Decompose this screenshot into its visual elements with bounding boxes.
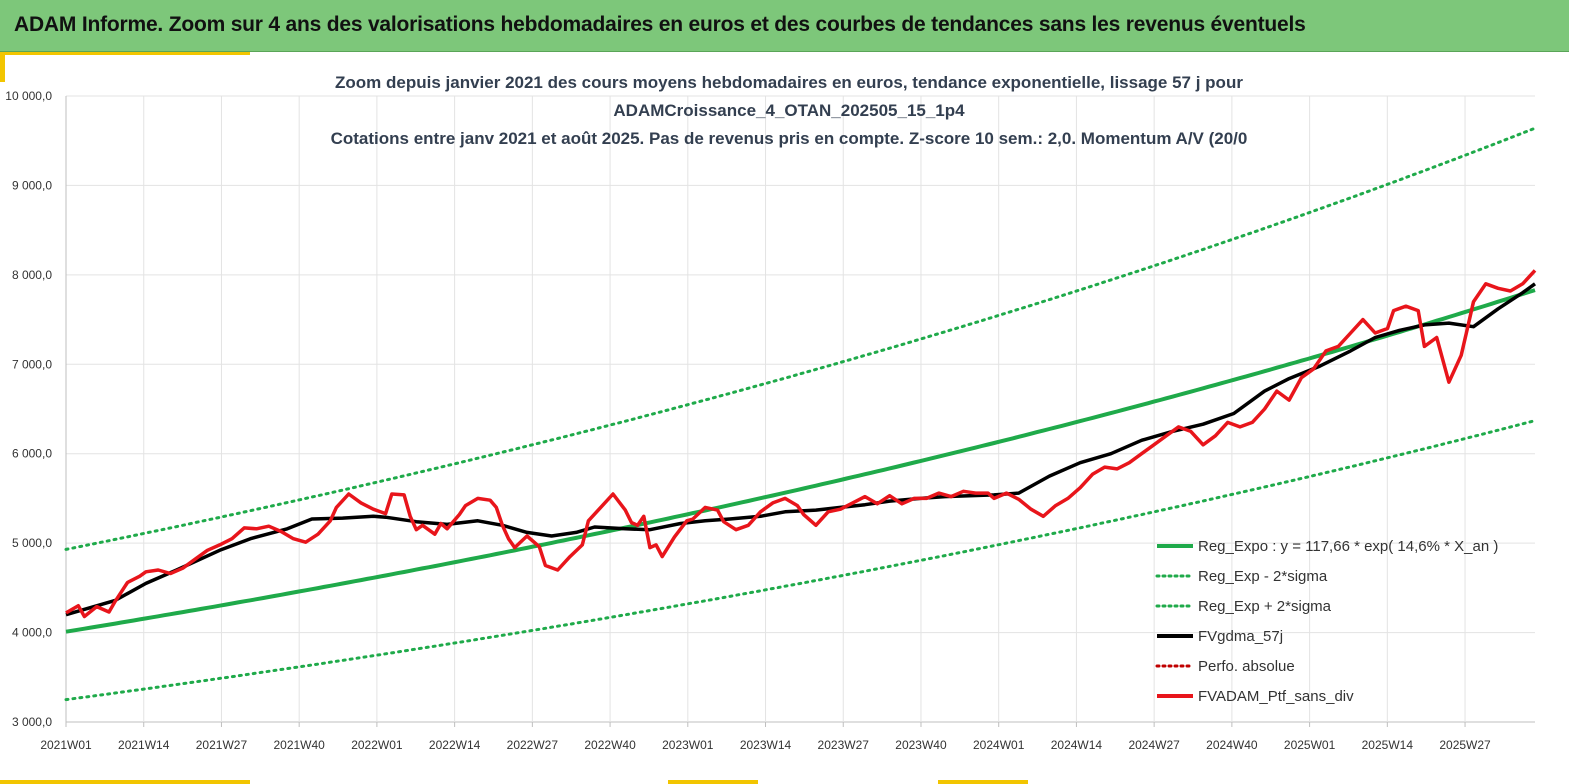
x-tick-label: 2021W14: [118, 738, 170, 752]
x-tick-label: 2022W14: [429, 738, 481, 752]
chart-title-line-1: Zoom depuis janvier 2021 des cours moyen…: [335, 73, 1243, 92]
x-tick-label: 2025W27: [1439, 738, 1491, 752]
x-tick-label: 2024W01: [973, 738, 1025, 752]
y-tick-label: 10 000,0: [5, 89, 52, 103]
chart-legend: Reg_Expo : y = 117,66 * exp( 14,6% * X_a…: [1155, 538, 1498, 705]
legend-label: Reg_Expo : y = 117,66 * exp( 14,6% * X_a…: [1198, 538, 1498, 555]
legend-item: Reg_Expo : y = 117,66 * exp( 14,6% * X_a…: [1157, 538, 1498, 555]
legend-label: Reg_Exp + 2*sigma: [1198, 598, 1332, 615]
y-tick-label: 4 000,0: [12, 626, 52, 640]
y-tick-label: 6 000,0: [12, 447, 52, 461]
x-tick-label: 2023W14: [740, 738, 792, 752]
chart-title: Zoom depuis janvier 2021 des cours moyen…: [331, 73, 1248, 148]
legend-item: FVADAM_Ptf_sans_div: [1157, 688, 1354, 705]
x-tick-label: 2025W01: [1284, 738, 1336, 752]
lower-band-line: [64, 419, 1537, 702]
legend-item: Reg_Exp + 2*sigma: [1155, 598, 1332, 615]
x-tick-label: 2021W40: [273, 738, 325, 752]
chart-series: [64, 126, 1537, 702]
header-banner: ADAM Informe. Zoom sur 4 ans des valoris…: [0, 0, 1569, 52]
legend-label: FVgdma_57j: [1198, 628, 1283, 645]
upper-band-line: [64, 126, 1537, 551]
x-tick-label: 2024W40: [1206, 738, 1258, 752]
legend-label: FVADAM_Ptf_sans_div: [1198, 688, 1354, 705]
y-tick-label: 9 000,0: [12, 178, 52, 192]
x-tick-label: 2021W01: [40, 738, 92, 752]
x-tick-label: 2022W27: [507, 738, 559, 752]
accent-bar-bottom: [0, 780, 250, 784]
x-tick-label: 2024W14: [1051, 738, 1103, 752]
x-tick-label: 2025W14: [1362, 738, 1414, 752]
page-title: ADAM Informe. Zoom sur 4 ans des valoris…: [14, 13, 1306, 36]
x-tick-label: 2024W27: [1128, 738, 1180, 752]
legend-label: Perfo. absolue: [1198, 658, 1295, 675]
legend-item: Perfo. absolue: [1155, 658, 1295, 675]
regression-line: [65, 288, 1536, 634]
x-tick-label: 2023W01: [662, 738, 714, 752]
x-tick-label: 2023W40: [895, 738, 947, 752]
legend-label: Reg_Exp - 2*sigma: [1198, 568, 1328, 585]
accent-bar-bottom: [938, 780, 1028, 784]
valuation-chart: Zoom depuis janvier 2021 des cours moyen…: [5, 73, 1537, 752]
accent-bar-top: [0, 52, 250, 55]
x-tick-label: 2022W40: [584, 738, 636, 752]
y-tick-label: 8 000,0: [12, 268, 52, 282]
y-tick-label: 3 000,0: [12, 715, 52, 729]
sma-57j-line: [65, 282, 1537, 617]
x-tick-label: 2021W27: [196, 738, 248, 752]
legend-item: Reg_Exp - 2*sigma: [1155, 568, 1328, 585]
y-tick-label: 5 000,0: [12, 536, 52, 550]
chart-title-line-2: ADAMCroissance_4_OTAN_202505_15_1p4: [613, 101, 965, 120]
y-tick-label: 7 000,0: [12, 357, 52, 371]
accent-bar-bottom: [668, 780, 758, 784]
legend-item: FVgdma_57j: [1157, 628, 1283, 645]
x-tick-label: 2023W27: [818, 738, 870, 752]
chart-title-line-3: Cotations entre janv 2021 et août 2025. …: [331, 129, 1248, 148]
chart-gridlines: [65, 95, 1535, 727]
y-axis-tick-labels: 3 000,0 4 000,0 5 000,0 6 000,0 7 000,0 8 000…: [5, 89, 52, 729]
portfolio-line: [65, 269, 1537, 619]
x-axis-tick-labels: 2021W01 2021W14 2021W27 2021W40 2022W01 2022W…: [40, 738, 1491, 752]
accent-bar-left: [0, 52, 5, 82]
x-tick-label: 2022W01: [351, 738, 403, 752]
